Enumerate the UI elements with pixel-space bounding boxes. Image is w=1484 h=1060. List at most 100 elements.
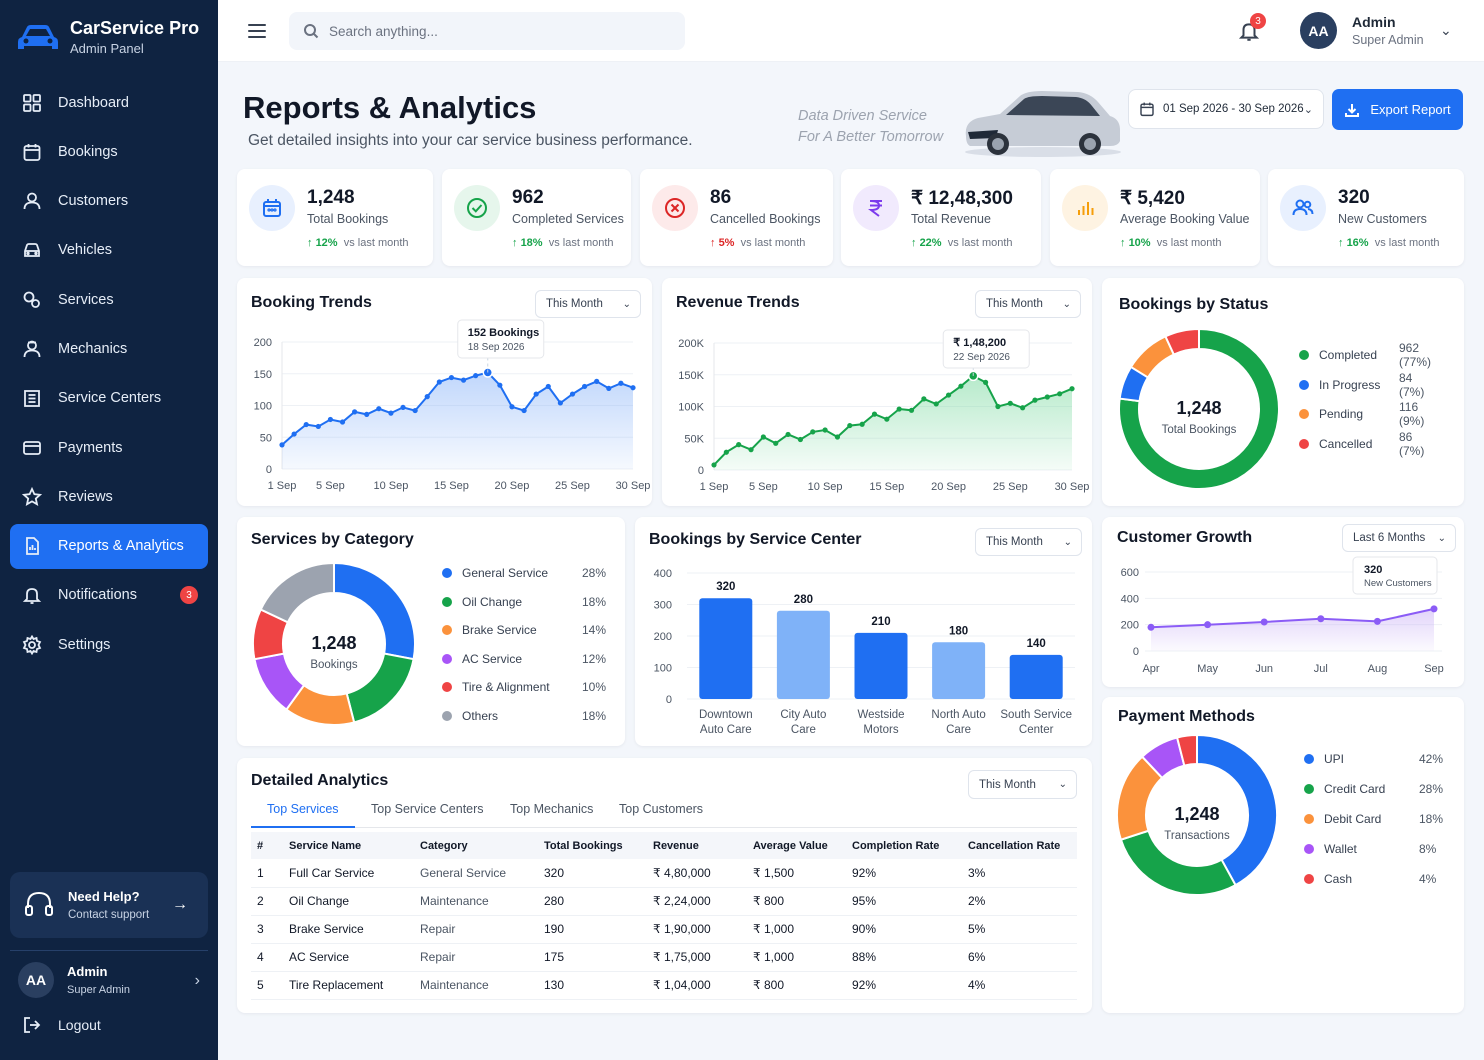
bar[interactable] [699, 598, 753, 699]
sidebar-item-vehicles[interactable]: Vehicles [10, 228, 208, 273]
sidebar-item-services[interactable]: Services [10, 277, 208, 322]
logout-button[interactable]: Logout [22, 1015, 101, 1035]
table-row[interactable]: 5 Tire Replacement Maintenance 130 ₹ 1,04,00… [251, 971, 1077, 1000]
data-point[interactable] [933, 401, 939, 407]
data-point[interactable] [1317, 615, 1325, 623]
sidebar-item-payments[interactable]: Payments [10, 425, 208, 470]
data-point[interactable] [958, 383, 964, 389]
data-point[interactable] [1007, 400, 1013, 406]
data-point[interactable] [533, 391, 539, 397]
data-point[interactable] [1044, 394, 1050, 400]
sidebar-item-reviews[interactable]: Reviews [10, 474, 208, 519]
data-point[interactable] [723, 449, 729, 455]
tab-top-service-centers[interactable]: Top Service Centers [371, 802, 484, 816]
period-dropdown[interactable]: This Month ⌄ [968, 770, 1077, 799]
data-point[interactable] [1204, 621, 1212, 629]
chevron-down-icon[interactable]: ⌄ [1440, 22, 1452, 38]
donut-slice[interactable] [1175, 733, 1198, 767]
donut-slice[interactable] [1118, 327, 1280, 490]
data-point[interactable] [1147, 623, 1155, 631]
data-point[interactable] [581, 383, 588, 390]
data-point[interactable] [785, 431, 791, 438]
stat-card[interactable]: 86 Cancelled Bookings ↑ 5% vs last month [640, 169, 833, 266]
sidebar-item-customers[interactable]: Customers [10, 179, 208, 224]
data-point[interactable] [594, 378, 600, 384]
data-point[interactable] [388, 410, 394, 416]
data-point[interactable] [736, 442, 742, 448]
stat-card[interactable]: 1,248 Total Bookings ↑ 12% vs last month [237, 169, 433, 266]
data-point[interactable] [569, 391, 576, 397]
data-point[interactable] [1430, 605, 1438, 613]
data-point[interactable] [896, 406, 902, 412]
data-point[interactable] [945, 392, 952, 398]
data-point[interactable] [834, 434, 841, 440]
data-point[interactable] [424, 394, 430, 400]
data-point[interactable] [1373, 617, 1381, 625]
data-point[interactable] [630, 385, 636, 391]
period-dropdown[interactable]: This Month ⌄ [975, 290, 1081, 318]
data-point[interactable] [711, 462, 717, 468]
data-point[interactable] [509, 404, 515, 410]
data-point[interactable] [859, 421, 865, 427]
tab-top-customers[interactable]: Top Customers [619, 802, 704, 816]
data-point[interactable] [1032, 397, 1038, 403]
data-point[interactable] [291, 431, 297, 437]
menu-icon[interactable] [248, 24, 266, 42]
bar[interactable] [854, 632, 908, 699]
data-point[interactable] [352, 409, 358, 415]
data-point[interactable] [557, 400, 563, 406]
data-point[interactable] [797, 436, 804, 443]
sidebar-item-mechanics[interactable]: Mechanics [10, 326, 208, 371]
data-point[interactable] [482, 367, 494, 378]
data-point[interactable] [279, 442, 285, 448]
data-point[interactable] [884, 416, 890, 422]
sidebar-item-bookings[interactable]: Bookings [10, 129, 208, 174]
data-point[interactable] [967, 370, 979, 382]
search-input[interactable]: Search anything... [289, 12, 685, 50]
data-point[interactable] [810, 429, 816, 435]
data-point[interactable] [847, 422, 853, 429]
tab-top-services[interactable]: Top Services [267, 802, 339, 816]
data-point[interactable] [871, 411, 878, 417]
data-point[interactable] [436, 379, 442, 385]
sidebar-item-service-centers[interactable]: Service Centers [10, 376, 208, 421]
stat-card[interactable]: ₹ 5,420 Average Booking Value ↑ 10% vs las… [1050, 169, 1260, 266]
data-point[interactable] [545, 383, 551, 390]
data-point[interactable] [400, 404, 406, 411]
notification-button[interactable] [1238, 20, 1260, 47]
data-point[interactable] [1069, 386, 1075, 392]
sidebar-user[interactable]: AA Admin Super Admin › [18, 962, 208, 998]
data-point[interactable] [606, 385, 612, 391]
data-point[interactable] [460, 377, 467, 383]
stat-card[interactable]: ₹ 12,48,300 Total Revenue ↑ 22% vs last mo… [841, 169, 1041, 266]
data-point[interactable] [921, 396, 927, 402]
data-point[interactable] [521, 407, 527, 414]
data-point[interactable] [303, 421, 309, 428]
data-point[interactable] [1020, 405, 1026, 411]
bar[interactable] [932, 642, 986, 699]
data-point[interactable] [773, 440, 779, 446]
table-row[interactable]: 3 Brake Service Repair 190 ₹ 1,90,000 ₹ 1,000… [251, 915, 1077, 944]
data-point[interactable] [1057, 391, 1063, 397]
table-row[interactable]: 1 Full Car Service General Service 320 ₹ 4,8… [251, 859, 1077, 888]
data-point[interactable] [473, 373, 479, 379]
stat-card[interactable]: 962 Completed Services ↑ 18% vs last month [442, 169, 631, 266]
sidebar-item-dashboard[interactable]: Dashboard [10, 80, 208, 125]
sidebar-item-reports[interactable]: Reports & Analytics [10, 523, 208, 569]
data-point[interactable] [315, 423, 321, 430]
bar[interactable] [776, 610, 830, 699]
data-point[interactable] [1260, 618, 1268, 626]
date-range-picker[interactable]: 01 Sep 2026 - 30 Sep 2026 ⌄ [1128, 89, 1324, 129]
donut-slice[interactable] [1196, 733, 1278, 887]
stat-card[interactable]: 320 New Customers ↑ 16% vs last month [1268, 169, 1464, 266]
table-row[interactable]: 4 AC Service Repair 175 ₹ 1,75,000 ₹ 1,000 88%… [251, 943, 1077, 972]
data-point[interactable] [908, 407, 915, 413]
data-point[interactable] [748, 447, 754, 453]
donut-slice[interactable] [1164, 327, 1200, 356]
data-point[interactable] [327, 416, 334, 423]
data-point[interactable] [412, 407, 418, 414]
data-point[interactable] [339, 419, 346, 425]
data-point[interactable] [618, 380, 624, 386]
data-point[interactable] [995, 403, 1001, 410]
data-point[interactable] [448, 374, 455, 381]
